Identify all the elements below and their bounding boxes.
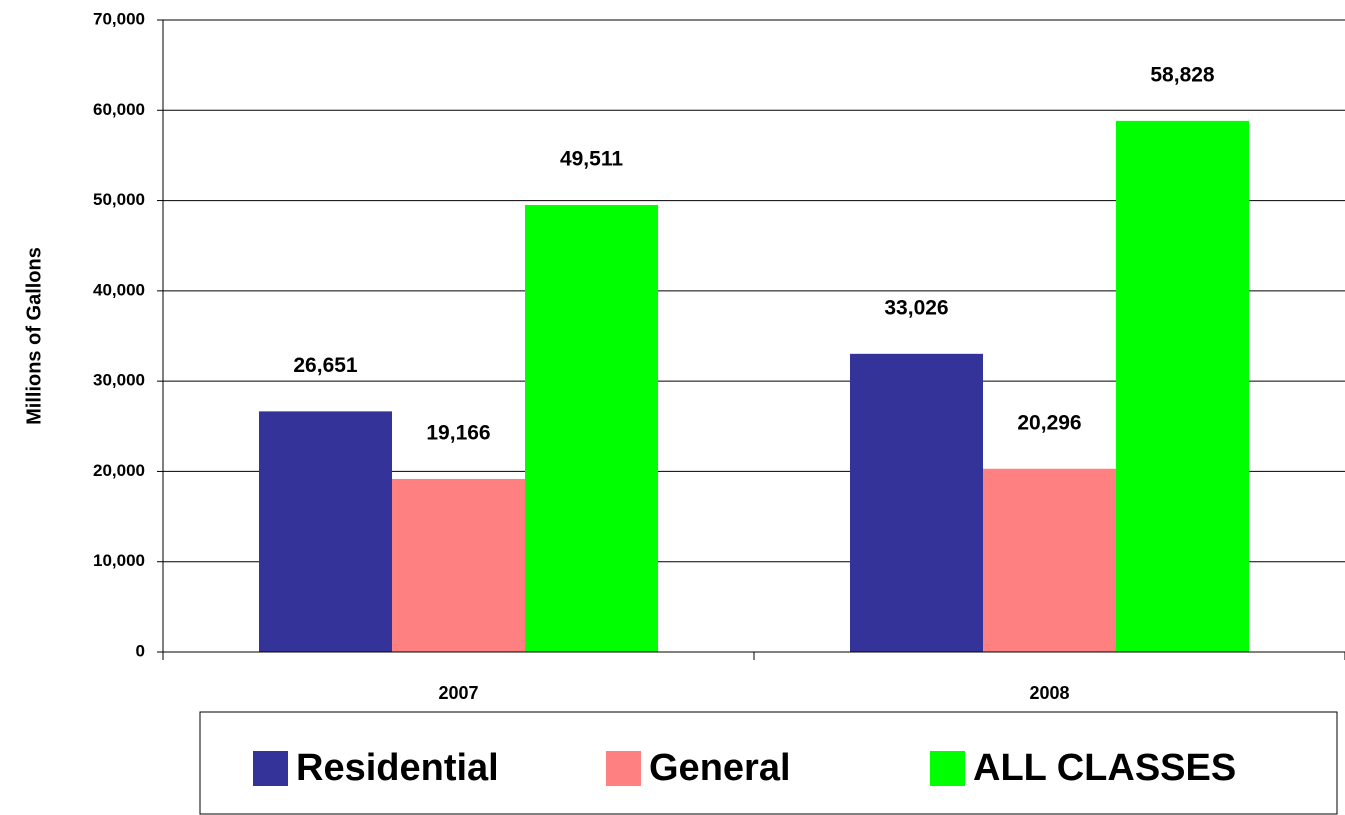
y-tick-label: 10,000 <box>93 551 145 570</box>
value-label: 26,651 <box>293 354 358 377</box>
y-tick-label: 50,000 <box>93 190 145 209</box>
value-label: 33,026 <box>884 296 948 319</box>
y-tick-label: 40,000 <box>93 280 145 299</box>
y-tick-label: 0 <box>136 641 145 660</box>
bar <box>525 204 658 653</box>
bar <box>850 353 983 652</box>
y-tick-label: 30,000 <box>93 371 145 390</box>
bar <box>259 411 392 652</box>
legend-label: General <box>649 747 791 789</box>
legend-label: Residential <box>296 747 499 789</box>
bar <box>983 468 1116 652</box>
legend-box <box>199 711 1338 815</box>
x-tick-label: 2007 <box>438 683 478 703</box>
bar <box>1116 120 1249 653</box>
y-tick-label: 20,000 <box>93 461 145 480</box>
legend-swatch <box>930 751 965 786</box>
legend-swatch <box>606 751 641 786</box>
legend-swatch <box>253 751 288 786</box>
value-label: 19,166 <box>426 422 490 445</box>
y-axis-label: Millions of Gallons <box>23 247 45 425</box>
value-label: 58,828 <box>1150 63 1215 86</box>
value-label: 20,296 <box>1017 411 1081 434</box>
x-tick-label: 2008 <box>1029 683 1069 703</box>
y-tick-label: 60,000 <box>93 100 145 119</box>
value-label: 49,511 <box>560 148 623 171</box>
bar <box>392 478 525 652</box>
y-tick-label: 70,000 <box>93 9 145 28</box>
legend-label: ALL CLASSES <box>973 747 1236 789</box>
